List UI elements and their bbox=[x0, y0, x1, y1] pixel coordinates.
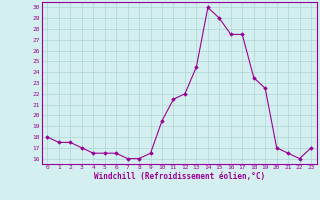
X-axis label: Windchill (Refroidissement éolien,°C): Windchill (Refroidissement éolien,°C) bbox=[94, 172, 265, 181]
